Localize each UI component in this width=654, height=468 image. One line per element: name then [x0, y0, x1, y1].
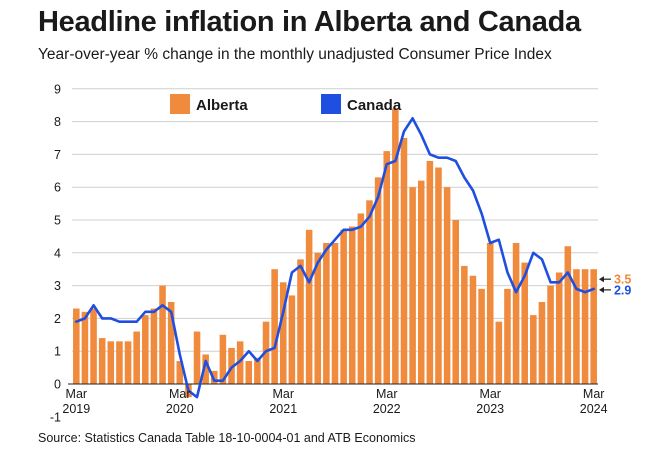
alberta-bar	[159, 285, 166, 384]
alberta-bar	[305, 229, 313, 384]
x-tick-label: Mar	[479, 387, 501, 401]
x-tick-year-label: 2023	[476, 402, 504, 416]
x-tick-year-label: 2022	[373, 402, 401, 416]
x-tick-year-label: 2020	[166, 402, 194, 416]
alberta-bar	[409, 187, 416, 384]
y-tick-label: 1	[54, 345, 61, 359]
alberta-bar	[426, 160, 434, 384]
alberta-bar	[219, 334, 227, 384]
y-tick-label: 3	[54, 279, 61, 293]
y-tick-label: 7	[54, 148, 61, 162]
alberta-bar	[374, 177, 382, 384]
alberta-bar	[538, 302, 546, 384]
alberta-bar	[323, 242, 330, 384]
alberta-bar	[555, 272, 563, 384]
alberta-end-label: 3.5	[614, 273, 631, 287]
alberta-bar	[98, 338, 106, 384]
alberta-bar	[547, 285, 554, 384]
y-tick-label: 4	[54, 246, 61, 260]
alberta-bar	[236, 341, 244, 384]
y-tick-label: 6	[54, 181, 61, 195]
alberta-bar	[392, 108, 399, 384]
alberta-bar	[512, 242, 520, 384]
alberta-bar	[400, 138, 408, 384]
canada-pointer-arrow	[598, 286, 604, 293]
alberta-bar	[297, 259, 304, 384]
x-tick-label: Mar	[66, 387, 88, 401]
alberta-bar	[124, 341, 132, 384]
x-tick-label: Mar	[583, 387, 605, 401]
x-tick-label: Mar	[376, 387, 398, 401]
alberta-bar	[581, 269, 589, 384]
y-tick-label: 9	[54, 82, 61, 96]
legend-alberta-label: Alberta	[196, 97, 248, 114]
alberta-bar	[348, 226, 356, 384]
alberta-pointer-arrow	[598, 276, 604, 283]
x-tick-label: Mar	[169, 387, 191, 401]
alberta-bar	[452, 220, 459, 384]
x-tick-year-label: 2019	[62, 402, 90, 416]
alberta-bar	[279, 282, 287, 384]
alberta-bar	[340, 229, 347, 384]
y-tick-label: 0	[54, 378, 61, 392]
alberta-bar	[142, 315, 149, 384]
chart-title: Headline inflation in Alberta and Canada	[38, 6, 581, 38]
alberta-bar	[176, 361, 184, 384]
alberta-bar	[81, 311, 89, 384]
alberta-bar	[383, 151, 391, 384]
alberta-bar	[73, 308, 80, 384]
alberta-bar	[314, 252, 322, 384]
alberta-bar	[245, 361, 253, 384]
alberta-bar	[530, 315, 537, 384]
alberta-bar	[461, 265, 468, 384]
source-note: Source: Statistics Canada Table 18-10-00…	[38, 431, 416, 445]
alberta-bar	[271, 269, 278, 384]
chart-subtitle: Year-over-year % change in the monthly u…	[38, 46, 552, 63]
alberta-bar	[90, 308, 97, 384]
alberta-bar	[202, 354, 209, 384]
legend-canada-label: Canada	[347, 97, 402, 114]
canada-line	[75, 117, 596, 399]
alberta-bar	[366, 200, 373, 384]
alberta-bar	[288, 295, 296, 384]
alberta-bar	[495, 321, 503, 384]
y-tick-label: 5	[54, 214, 61, 228]
alberta-bar	[357, 213, 365, 384]
x-tick-year-label: 2021	[269, 402, 297, 416]
alberta-bar	[478, 288, 485, 384]
alberta-bar	[116, 341, 123, 384]
y-tick-label: -1	[50, 410, 61, 424]
legend-canada-swatch	[321, 94, 341, 114]
alberta-bar	[417, 180, 425, 384]
alberta-bar	[435, 167, 442, 384]
x-tick-year-label: 2024	[580, 402, 608, 416]
alberta-bar	[133, 331, 140, 384]
alberta-bar	[254, 357, 261, 384]
y-tick-label: 2	[54, 312, 61, 326]
alberta-bar	[443, 187, 451, 384]
alberta-bar	[150, 308, 158, 384]
alberta-bar	[193, 331, 201, 384]
alberta-bar	[521, 262, 528, 384]
alberta-bar	[469, 275, 477, 384]
alberta-bar	[573, 269, 580, 384]
canada-end-label: 2.9	[614, 283, 631, 297]
alberta-bar	[167, 302, 175, 384]
alberta-bar	[486, 242, 494, 384]
alberta-bar	[107, 341, 115, 384]
alberta-bar	[590, 269, 597, 384]
alberta-bar	[564, 246, 572, 384]
x-tick-label: Mar	[272, 387, 294, 401]
legend-alberta-swatch	[170, 94, 190, 114]
alberta-bar	[504, 288, 511, 384]
alberta-bar	[331, 242, 339, 384]
y-tick-label: 8	[54, 115, 61, 129]
